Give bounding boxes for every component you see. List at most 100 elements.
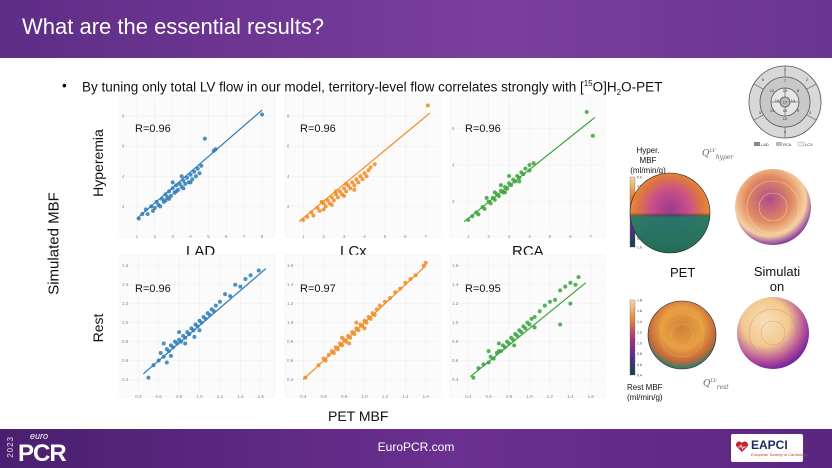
data-point: [502, 190, 507, 195]
data-point: [260, 112, 265, 117]
y-tick-label: 0.4: [122, 377, 129, 382]
x-tick-label: 4: [363, 234, 366, 239]
segment-number: 9: [797, 108, 800, 113]
data-point: [515, 333, 520, 338]
bullseye-legend: LAD RCA LCX: [754, 141, 813, 147]
data-point: [481, 362, 486, 367]
x-tick-label: 2: [487, 234, 490, 239]
rest-mbf-title: Rest MBF: [627, 383, 663, 392]
data-point: [393, 290, 398, 295]
q-hyper-label: QLVhyper: [702, 148, 733, 161]
data-point: [517, 179, 522, 184]
x-tick-label: 1.0: [526, 394, 533, 399]
data-point: [348, 186, 353, 191]
x-tick-label: 6: [404, 234, 407, 239]
x-tick-label: 5: [549, 234, 552, 239]
x-tick-label: 1.6: [588, 394, 595, 399]
data-point: [466, 217, 471, 222]
data-point: [143, 207, 148, 212]
data-point: [151, 363, 156, 368]
x-tick-label: 5: [207, 234, 210, 239]
data-point: [161, 341, 166, 346]
logo-pcr: PCR: [18, 440, 67, 467]
colorbar-tick: 1.0: [637, 341, 642, 345]
legend-lcx: LCX: [805, 142, 813, 147]
y-tick-label: 1.4: [452, 282, 459, 287]
data-point: [521, 172, 526, 177]
sim-rest-ring-inner: [760, 320, 786, 346]
x-tick-label: 1: [302, 234, 305, 239]
q-rest-label: QLVrest: [703, 378, 729, 391]
y-tick-label: 4: [287, 174, 290, 179]
y-tick-label: 0.8: [287, 339, 294, 344]
data-point: [188, 172, 193, 177]
x-tick-label: 0.6: [321, 394, 328, 399]
colorbar-tick: 0.4: [637, 374, 642, 378]
data-point: [537, 309, 542, 314]
eapci-sub: European Society of Cardiology: [751, 452, 808, 457]
data-point: [193, 174, 198, 179]
data-point: [195, 324, 200, 329]
data-point: [311, 213, 316, 218]
data-point: [511, 337, 516, 342]
data-point: [354, 177, 359, 182]
data-point: [207, 313, 212, 318]
hyper-mbf-unit: (ml/min/g): [630, 166, 666, 175]
q-hyper-sub: hyper: [715, 153, 734, 161]
y-tick-label: 1.6: [287, 263, 294, 268]
data-point: [303, 375, 308, 380]
data-point: [202, 136, 207, 141]
data-point: [188, 180, 193, 185]
colorbar-tick: 1.0: [637, 246, 642, 250]
x-tick-label: 1: [136, 234, 139, 239]
data-point: [356, 328, 361, 333]
footer: 2023 euro PCR EuroPCR.com: [0, 429, 832, 468]
y-tick-label: 0.4: [452, 377, 459, 382]
y-tick-label: 6: [287, 144, 290, 149]
data-point: [529, 316, 534, 321]
colorbar-tick: 0.8: [637, 352, 642, 356]
data-point: [170, 180, 175, 185]
scatter-panel-rca-hyperemia: 1 2 3 4 5 6 7 2 4 6 R=0.96: [449, 94, 606, 239]
y-tick-label: 1.2: [452, 301, 459, 306]
colorbar-tick: 0.6: [637, 363, 642, 367]
heart-icon: [735, 441, 749, 452]
segment-number: 1: [784, 67, 787, 72]
data-point: [531, 161, 536, 166]
r-label: R=0.96: [465, 123, 501, 135]
title-bar: What are the essential results?: [0, 0, 832, 58]
data-point: [350, 180, 355, 185]
data-point: [167, 196, 172, 201]
bullet-mid: O]H: [592, 79, 617, 95]
y-tick-label: 1.6: [452, 263, 459, 268]
y-tick-label: 1.6: [122, 263, 129, 268]
rest-colorbar: [629, 299, 636, 376]
data-point: [305, 214, 310, 219]
hyper-mbf-title: Hyper. MBF: [636, 146, 660, 165]
data-point: [164, 360, 169, 365]
colorbar-tick: 1.6: [637, 309, 642, 313]
segment-number: 2: [806, 77, 809, 82]
data-point: [331, 198, 336, 203]
data-point: [523, 166, 528, 171]
data-point: [256, 268, 261, 273]
pet-hyper-map-border: [629, 172, 711, 254]
data-point: [146, 375, 151, 380]
data-point: [590, 133, 595, 138]
data-point: [223, 292, 228, 297]
footer-url[interactable]: EuroPCR.com: [377, 440, 455, 454]
data-point: [333, 192, 338, 197]
simulation-label: Simulation: [753, 264, 801, 294]
data-point: [325, 198, 330, 203]
data-point: [335, 347, 340, 352]
data-point: [486, 349, 491, 354]
data-point: [372, 313, 377, 318]
data-point: [496, 194, 501, 199]
x-tick-label: 6: [569, 234, 572, 239]
data-point: [319, 199, 324, 204]
legend-swatch-lcx: [797, 141, 805, 147]
segment-number: 16: [775, 98, 780, 103]
y-tick-label: 0.6: [452, 358, 459, 363]
data-point: [315, 205, 320, 210]
